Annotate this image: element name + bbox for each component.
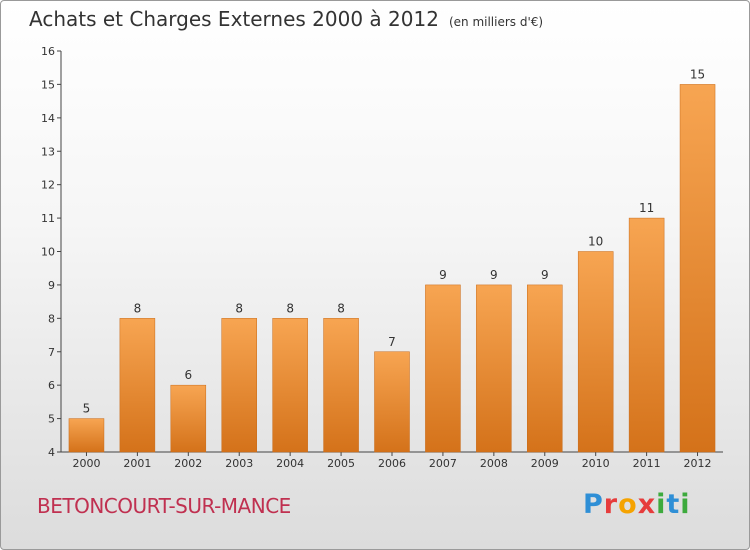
title-text: Achats et Charges Externes 2000 à 2012	[29, 7, 439, 31]
bar-value-label: 8	[134, 301, 142, 315]
proxiti-logo: Proxiti	[583, 489, 691, 520]
y-tick-label: 13	[41, 145, 55, 158]
bar	[221, 318, 257, 453]
bar-value-label: 7	[388, 335, 396, 349]
bar-value-label: 6	[184, 368, 192, 382]
bar	[679, 84, 716, 453]
y-tick-label: 4	[48, 446, 55, 459]
x-tick-label: 2007	[429, 457, 457, 470]
bar-value-label: 9	[490, 268, 498, 282]
bar	[119, 318, 156, 453]
bar	[374, 351, 410, 453]
bar-value-label: 8	[235, 301, 243, 315]
x-tick-label: 2009	[531, 457, 559, 470]
x-tick-label: 2005	[327, 457, 355, 470]
bar	[476, 284, 512, 453]
bar	[425, 284, 461, 453]
chart-subtitle: (en milliers d'€)	[448, 15, 544, 29]
bar-value-label: 8	[337, 301, 345, 315]
y-tick-label: 11	[41, 212, 55, 225]
bar	[527, 284, 563, 453]
bar-value-label: 10	[588, 235, 603, 249]
bar-value-label: 9	[439, 268, 447, 282]
x-tick-label: 2002	[174, 457, 202, 470]
x-tick-label: 2010	[582, 457, 610, 470]
y-tick-label: 8	[48, 312, 55, 325]
x-tick-label: 2004	[276, 457, 304, 470]
bar	[68, 418, 105, 453]
y-tick-label: 15	[41, 78, 55, 91]
bar-value-label: 8	[286, 301, 294, 315]
bar-value-label: 11	[639, 201, 654, 215]
bar	[170, 384, 207, 453]
y-tick-label: 14	[41, 112, 55, 125]
y-tick-label: 7	[48, 346, 55, 359]
bar	[272, 318, 308, 453]
bar-value-label: 9	[541, 268, 549, 282]
y-tick-label: 6	[48, 379, 55, 392]
x-tick-label: 2006	[378, 457, 406, 470]
city-name: BETONCOURT-SUR-MANCE	[37, 494, 291, 518]
bar	[628, 217, 665, 453]
bar	[323, 318, 359, 453]
y-tick-label: 12	[41, 179, 55, 192]
bar-value-label: 15	[690, 67, 705, 81]
bar	[577, 251, 614, 453]
x-tick-label: 2008	[480, 457, 508, 470]
y-tick-label: 5	[48, 413, 55, 426]
x-tick-label: 2012	[684, 457, 712, 470]
bar-value-label: 5	[83, 402, 91, 416]
y-tick-label: 16	[41, 45, 55, 58]
x-tick-label: 2001	[123, 457, 151, 470]
y-tick-label: 9	[48, 279, 55, 292]
x-tick-label: 2011	[633, 457, 661, 470]
x-tick-label: 2000	[72, 457, 100, 470]
chart-title: Achats et Charges Externes 2000 à 2012 (e…	[29, 7, 543, 31]
x-tick-label: 2003	[225, 457, 253, 470]
y-tick-label: 10	[41, 246, 55, 259]
